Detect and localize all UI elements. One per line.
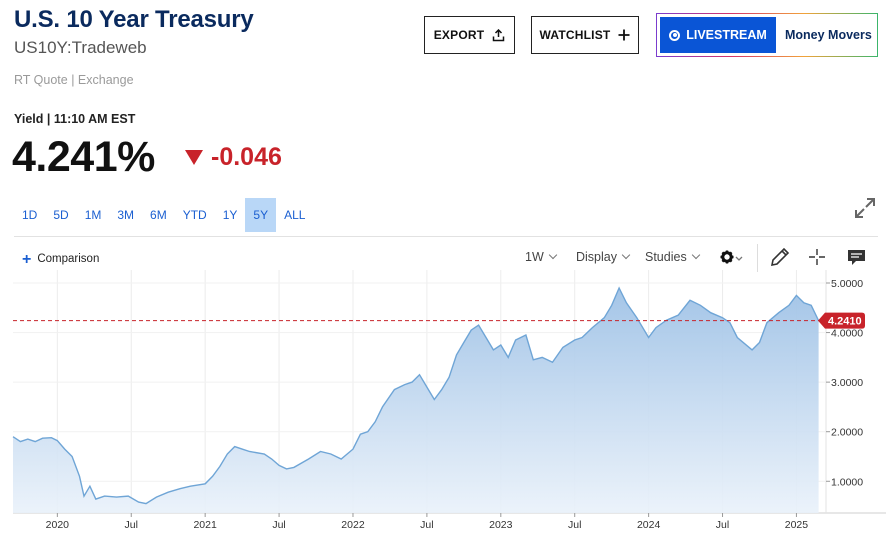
x-tick-label: Jul [568, 519, 581, 531]
comparison-label: Comparison [37, 253, 100, 265]
draw-tool[interactable] [766, 244, 792, 277]
toolbar-divider [757, 244, 758, 272]
x-tick-label: Jul [272, 519, 285, 531]
range-6m[interactable]: 6M [150, 208, 167, 222]
last-price: 4.241% [12, 133, 155, 181]
plus-icon [618, 29, 630, 41]
range-1y[interactable]: 1Y [222, 208, 238, 222]
x-tick-label: 2023 [489, 519, 513, 531]
chevron-down-icon [548, 250, 557, 260]
x-tick-label: 2020 [46, 519, 70, 531]
livestream-button[interactable]: LIVESTREAM [660, 17, 776, 53]
crosshair-tool[interactable] [804, 244, 830, 277]
display-label: Display [576, 250, 617, 264]
down-arrow-icon [185, 150, 203, 165]
range-1m[interactable]: 1M [84, 208, 102, 222]
x-tick-label: 2025 [785, 519, 809, 531]
livestream-icon [669, 29, 681, 41]
studies-dropdown[interactable]: Studies [645, 250, 700, 264]
interval-label: 1W [525, 250, 544, 264]
x-axis: 2020 Jul 2021 Jul 2022 Jul 2023 Jul 2024 Jul 2025 [46, 513, 809, 531]
money-movers-link[interactable]: Money Movers [785, 28, 872, 42]
crosshair-icon [804, 249, 830, 276]
comparison-button[interactable]: + Comparison [22, 250, 100, 268]
plus-icon: + [22, 250, 32, 268]
current-value-label: 4.2410 [828, 316, 862, 328]
livestream-label: LIVESTREAM [686, 28, 767, 42]
display-dropdown[interactable]: Display [576, 250, 631, 264]
watchlist-button[interactable]: WATCHLIST [531, 16, 639, 54]
x-tick-label: 2024 [637, 519, 661, 531]
yield-line [12, 286, 820, 505]
y-tick-label: 3.0000 [831, 377, 863, 389]
pencil-icon [766, 247, 792, 276]
export-label: EXPORT [433, 28, 485, 42]
x-tick-label: Jul [125, 519, 138, 531]
x-tick-label: 2022 [341, 519, 365, 531]
page-title: U.S. 10 Year Treasury [14, 6, 254, 33]
studies-label: Studies [645, 250, 687, 264]
range-5d[interactable]: 5D [53, 208, 69, 222]
livestream-box: LIVESTREAM Money Movers [656, 13, 878, 57]
range-3m[interactable]: 3M [117, 208, 135, 222]
ticker-symbol: US10Y:Tradeweb [14, 38, 147, 57]
range-ytd[interactable]: YTD [182, 208, 207, 222]
export-icon [492, 28, 505, 42]
range-selector: 1D 5D 1M 3M 6M YTD 1Y 5Y ALL [14, 198, 313, 232]
range-5y[interactable]: 5Y [245, 198, 277, 232]
comment-icon [844, 250, 870, 276]
x-tick-label: Jul [716, 519, 729, 531]
expand-icon[interactable] [853, 196, 877, 225]
y-tick-label: 1.0000 [831, 476, 863, 488]
yield-timestamp: Yield | 11:10 AM EST [14, 112, 136, 126]
gear-icon [718, 250, 746, 276]
range-1d[interactable]: 1D [22, 208, 38, 222]
divider [14, 236, 878, 237]
chevron-down-icon [691, 250, 700, 260]
current-value-badge [818, 312, 865, 329]
settings-dropdown[interactable] [718, 244, 746, 277]
interval-dropdown[interactable]: 1W [525, 250, 557, 264]
export-button[interactable]: EXPORT [424, 16, 515, 54]
x-tick-label: 2021 [193, 519, 217, 531]
x-tick-label: Jul [420, 519, 433, 531]
y-axis: 1.0000 2.0000 3.0000 4.0000 5.0000 [826, 278, 863, 488]
y-tick-label: 4.0000 [831, 328, 863, 340]
price-change-value: -0.046 [211, 143, 282, 171]
y-tick-label: 5.0000 [831, 278, 863, 290]
y-tick-label: 2.0000 [831, 427, 863, 439]
watchlist-label: WATCHLIST [539, 28, 611, 42]
yield-area [13, 288, 819, 513]
comment-tool[interactable] [844, 244, 870, 277]
price-change: -0.046 [185, 143, 282, 172]
chevron-down-icon [621, 250, 631, 260]
quote-source: RT Quote | Exchange [14, 73, 134, 87]
current-value-marker: 4.2410 [818, 312, 865, 329]
range-all[interactable]: ALL [284, 208, 306, 222]
yield-chart[interactable]: 4.2410 1.0000 2.0000 3.0000 4.0000 5.0000 20… [0, 270, 886, 553]
